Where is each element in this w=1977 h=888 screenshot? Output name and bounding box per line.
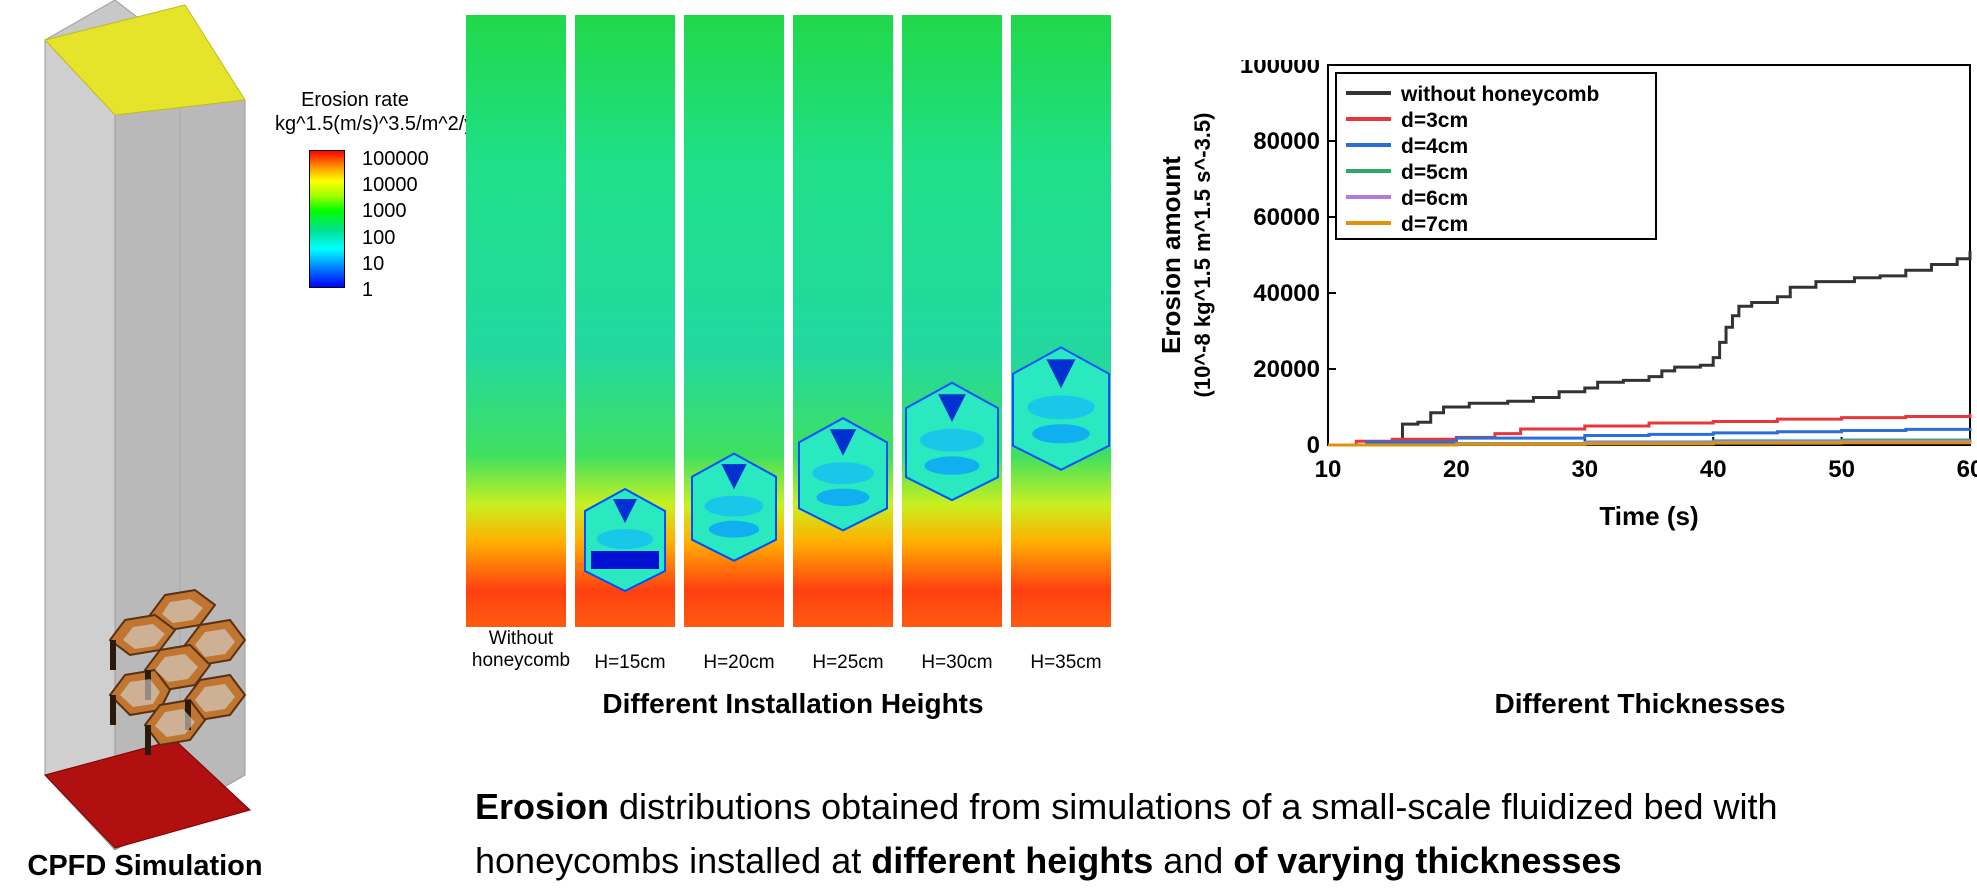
legend-tick: 100000 [362, 148, 429, 170]
panel-label-h15: H=15cm [594, 652, 666, 673]
caption-bold-thicknesses: of varying thicknesses [1233, 840, 1622, 881]
different-thicknesses-title: Different Thicknesses [1494, 688, 1786, 719]
panel-label-without-honeycomb: Without honeycomb [471, 628, 571, 671]
legend-entry: d=6cm [1401, 187, 1468, 210]
legend-entry: without honeycomb [1400, 83, 1599, 106]
x-tick-label: 10 [1315, 456, 1342, 483]
y-tick-label: 60000 [1253, 204, 1320, 231]
legend-tick: 1000 [362, 200, 407, 222]
erosion-contour-panels [466, 15, 1111, 627]
erosion-amount-chart: 0 20000 40000 60000 80000 100000 10 20 30 40 50 60 T… [1156, 60, 1977, 531]
panel-label-h35: H=35cm [1030, 652, 1102, 673]
honeycomb-erosion-region [584, 487, 666, 593]
legend-entry: d=4cm [1401, 135, 1468, 158]
outlet-top-face [44, 4, 246, 116]
y-tick-label: 0 [1307, 432, 1320, 459]
caption-text-2: and [1153, 840, 1234, 881]
legend-tick: 100 [362, 227, 396, 249]
erosion-colorbar [309, 150, 345, 288]
x-axis-label: Time (s) [1599, 501, 1698, 531]
legend-entry: d=7cm [1401, 213, 1468, 236]
chart-legend [1335, 72, 1657, 240]
x-tick-label: 60 [1957, 456, 1977, 483]
caption-text-1: distributions obtained from simulations … [475, 786, 1778, 881]
legend-tick: 1 [362, 279, 374, 301]
honeycomb-insert [108, 588, 247, 755]
contour-panel [793, 15, 893, 627]
series-line [1353, 413, 1972, 447]
x-tick-label: 20 [1443, 456, 1470, 483]
cpfd-column-illustration [44, 0, 251, 850]
bottom-distributor [44, 739, 251, 849]
panel-label-h25: H=25cm [812, 652, 884, 673]
x-tick-label: 50 [1828, 456, 1855, 483]
legend-entry: d=3cm [1401, 109, 1468, 132]
erosion-rate-legend-title: Erosion rate kg^1.5(m/s)^3.5/m^2/year [275, 88, 504, 136]
honeycomb-erosion-region [1012, 346, 1110, 471]
y-tick-label: 80000 [1253, 128, 1320, 155]
honeycomb-erosion-region [905, 381, 999, 502]
caption-bold-erosion: Erosion [475, 786, 610, 827]
legend-tick: 10 [362, 253, 385, 275]
panel-label-h30: H=30cm [921, 652, 993, 673]
cpfd-simulation-label: CPFD Simulation [27, 850, 263, 882]
legend-entry: d=5cm [1401, 161, 1468, 184]
different-heights-title: Different Installation Heights [602, 688, 984, 719]
y-tick-label: 40000 [1253, 280, 1320, 307]
legend-tick: 10000 [362, 174, 418, 196]
contour-panel [466, 15, 566, 627]
y-tick-label: 20000 [1253, 356, 1320, 383]
x-tick-label: 30 [1571, 456, 1598, 483]
honeycomb-erosion-region [798, 417, 888, 532]
legend-title-line1: Erosion rate [301, 89, 409, 111]
caption-bold-heights: different heights [871, 840, 1154, 881]
series-line [1328, 441, 1972, 447]
y-tick-label: 100000 [1240, 60, 1320, 79]
panel-label-h20: H=20cm [703, 652, 775, 673]
x-tick-label: 40 [1700, 456, 1727, 483]
y-axis-units: (10^-8 kg^1.5 m^1.5 s^-3.5) [1190, 113, 1215, 398]
series-line [1398, 251, 1972, 447]
figure-caption: Erosion distributions obtained from simu… [475, 780, 1965, 888]
y-axis-label: Erosion amount [1156, 156, 1186, 354]
series-line [1340, 427, 1972, 447]
contour-panel [902, 15, 1002, 627]
honeycomb-erosion-region [691, 452, 777, 562]
legend-title-line2: kg^1.5(m/s)^3.5/m^2/year [275, 113, 504, 135]
contour-panel [1011, 15, 1111, 627]
